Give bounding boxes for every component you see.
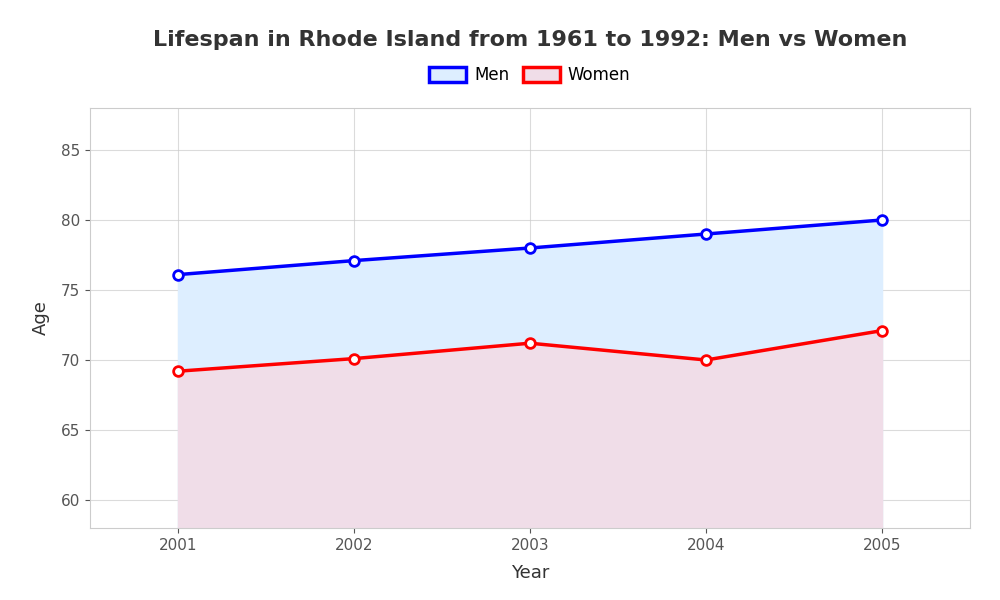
X-axis label: Year: Year (511, 564, 549, 582)
Title: Lifespan in Rhode Island from 1961 to 1992: Men vs Women: Lifespan in Rhode Island from 1961 to 19… (153, 29, 907, 49)
Y-axis label: Age: Age (32, 301, 50, 335)
Legend: Men, Women: Men, Women (423, 59, 637, 91)
